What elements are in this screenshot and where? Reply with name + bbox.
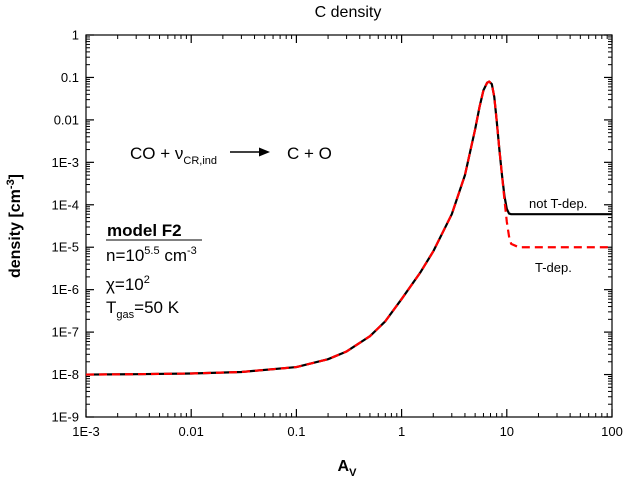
chart-title: C density bbox=[315, 4, 382, 21]
chi-exp: 2 bbox=[144, 274, 150, 286]
density-unit: cm bbox=[160, 246, 187, 265]
y-tick-label: 1E-9 bbox=[52, 410, 79, 425]
y-axis-title-end: ] bbox=[7, 174, 24, 179]
label-tdep: T-dep. bbox=[535, 260, 572, 275]
label-not-tdep: not T-dep. bbox=[529, 196, 587, 211]
model-label: model F2 bbox=[107, 221, 182, 240]
x-tick-labels: 1E-3 0.01 0.1 1 10 100 bbox=[72, 424, 623, 439]
y-axis-title-main: density [cm bbox=[7, 189, 24, 278]
tgas-value: =50 K bbox=[134, 298, 180, 317]
x-tick-label: 100 bbox=[601, 424, 623, 439]
axis-ticks bbox=[85, 34, 613, 418]
y-tick-label: 1E-3 bbox=[52, 155, 79, 170]
reaction-left-main: CO + ν bbox=[130, 144, 183, 163]
density-param: n=105.5 cm-3 bbox=[106, 245, 197, 265]
y-tick-label: 1E-4 bbox=[52, 197, 79, 212]
model-annotation: model F2 n=105.5 cm-3 χ=102 Tgas=50 K bbox=[106, 221, 202, 321]
y-axis-title-sup: -3 bbox=[5, 179, 17, 189]
y-tick-label: 1E-5 bbox=[52, 240, 79, 255]
density-exp: 5.5 bbox=[144, 245, 159, 257]
series-line-t-dep bbox=[85, 80, 612, 376]
x-tick-label: 0.01 bbox=[179, 424, 204, 439]
y-tick-label: 0.01 bbox=[54, 112, 79, 127]
tgas-sub: gas bbox=[116, 309, 134, 321]
x-tick-label: 1 bbox=[398, 424, 405, 439]
x-tick-label: 1E-3 bbox=[72, 424, 99, 439]
reaction-left: CO + νCR,ind bbox=[130, 144, 217, 167]
y-tick-label: 1E-6 bbox=[52, 282, 79, 297]
x-axis-title-main: A bbox=[338, 458, 350, 475]
tgas-param: Tgas=50 K bbox=[106, 298, 180, 321]
plot-frame bbox=[85, 34, 613, 418]
x-axis-title: AV bbox=[338, 458, 358, 479]
y-tick-label: 1E-7 bbox=[52, 325, 79, 340]
x-axis-title-sub: V bbox=[349, 467, 357, 479]
density-unit-exp: -3 bbox=[187, 245, 197, 257]
tgas-symbol: T bbox=[106, 298, 116, 317]
reaction-arrow-head bbox=[259, 147, 270, 157]
y-tick-label: 1E-8 bbox=[52, 367, 79, 382]
x-tick-label: 10 bbox=[500, 424, 514, 439]
reaction-sub: CR,ind bbox=[183, 155, 217, 167]
density-prefix: n=10 bbox=[106, 246, 144, 265]
chi-prefix: χ=10 bbox=[106, 275, 144, 294]
series-layer bbox=[85, 80, 612, 376]
y-axis-title: density [cm-3] bbox=[5, 174, 24, 278]
plot-area bbox=[85, 34, 613, 418]
reaction-annotation: CO + νCR,ind C + O bbox=[130, 144, 332, 167]
y-tick-label: 0.1 bbox=[61, 70, 79, 85]
y-tick-labels: 1E-9 1E-8 1E-7 1E-6 1E-5 1E-4 1E-3 0.01 0.1 1 bbox=[52, 28, 79, 425]
x-tick-label: 0.1 bbox=[287, 424, 305, 439]
y-tick-label: 1 bbox=[72, 28, 79, 43]
chi-param: χ=102 bbox=[106, 274, 150, 294]
reaction-right: C + O bbox=[287, 144, 332, 163]
